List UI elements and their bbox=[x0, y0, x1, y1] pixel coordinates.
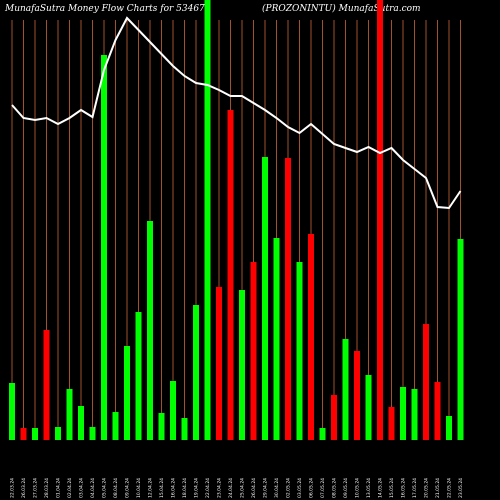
bar bbox=[181, 418, 188, 440]
x-tick-label: 14.05.24 bbox=[378, 478, 384, 498]
x-tick-label: 22.03.24 bbox=[10, 478, 16, 498]
x-tick-label: 02.05.24 bbox=[286, 478, 292, 498]
x-tick-label: 09.05.24 bbox=[343, 478, 349, 498]
x-tick-label: 30.04.24 bbox=[274, 478, 280, 498]
x-tick-label: 22.04.24 bbox=[205, 478, 211, 498]
bar bbox=[43, 330, 50, 440]
bar bbox=[101, 55, 107, 440]
chart-title: MunafaSutra Money Flow Charts for 534675 bbox=[4, 4, 211, 14]
x-tick-label: 22.05.24 bbox=[447, 478, 453, 498]
x-tick-label: 18.04.24 bbox=[182, 478, 188, 498]
bar bbox=[193, 305, 199, 440]
x-tick-label: 26.04.24 bbox=[251, 478, 257, 498]
x-tick-label: 28.03.24 bbox=[44, 478, 50, 498]
x-tick-label: 23.05.24 bbox=[458, 478, 464, 498]
bar bbox=[400, 387, 406, 440]
bar bbox=[55, 427, 61, 440]
bar bbox=[354, 351, 360, 440]
bar bbox=[89, 427, 96, 440]
bar bbox=[388, 407, 395, 440]
bar bbox=[66, 389, 73, 440]
bar bbox=[423, 324, 429, 440]
bar bbox=[9, 383, 15, 440]
bar bbox=[124, 346, 130, 440]
bar bbox=[296, 262, 303, 440]
x-tick-label: 12.04.24 bbox=[148, 478, 154, 498]
bar bbox=[457, 239, 464, 440]
x-tick-label: 03.05.24 bbox=[297, 478, 303, 498]
trend-line bbox=[11, 16, 462, 210]
bar bbox=[411, 389, 418, 440]
bar bbox=[227, 110, 234, 440]
bar bbox=[342, 339, 349, 440]
x-tick-label: 02.04.24 bbox=[67, 478, 73, 498]
bar bbox=[377, 0, 383, 440]
bar bbox=[239, 290, 245, 440]
x-tick-label: 21.05.24 bbox=[435, 478, 441, 498]
x-tick-label: 15.05.24 bbox=[389, 478, 395, 498]
bar bbox=[319, 428, 326, 440]
x-tick-label: 20.05.24 bbox=[424, 478, 430, 498]
x-tick-label: 05.04.24 bbox=[102, 478, 108, 498]
bar bbox=[112, 412, 119, 440]
bar bbox=[365, 375, 372, 440]
bar bbox=[273, 238, 280, 440]
x-tick-label: 25.04.24 bbox=[240, 478, 246, 498]
x-tick-label: 23.04.24 bbox=[217, 478, 223, 498]
x-tick-label: 24.04.24 bbox=[228, 478, 234, 498]
bar bbox=[158, 413, 165, 440]
x-tick-label: 13.05.24 bbox=[366, 478, 372, 498]
bar bbox=[170, 381, 176, 440]
bar bbox=[32, 428, 38, 440]
x-tick-label: 03.04.24 bbox=[79, 478, 85, 498]
bar bbox=[308, 234, 314, 440]
x-tick-label: 07.05.24 bbox=[320, 478, 326, 498]
bar bbox=[20, 428, 27, 440]
bar bbox=[147, 221, 153, 440]
x-tick-label: 09.04.24 bbox=[125, 478, 131, 498]
bar bbox=[204, 0, 211, 440]
x-tick-label: 16.05.24 bbox=[401, 478, 407, 498]
bar bbox=[331, 395, 337, 440]
x-tick-label: 01.04.24 bbox=[56, 478, 62, 498]
bar bbox=[250, 262, 257, 440]
x-tick-label: 08.04.24 bbox=[113, 478, 119, 498]
x-tick-label: 10.05.24 bbox=[355, 478, 361, 498]
x-tick-label: 19.04.24 bbox=[194, 478, 200, 498]
bar bbox=[78, 406, 84, 440]
x-tick-label: 29.04.24 bbox=[263, 478, 269, 498]
x-tick-label: 15.04.24 bbox=[159, 478, 165, 498]
bar bbox=[262, 157, 268, 440]
x-tick-label: 10.04.24 bbox=[136, 478, 142, 498]
bar bbox=[135, 312, 142, 440]
x-tick-label: 26.03.24 bbox=[21, 478, 27, 498]
bar bbox=[285, 158, 291, 440]
x-tick-label: 04.04.24 bbox=[90, 478, 96, 498]
chart-subtitle: (PROZONINTU) MunafaSutra.com bbox=[262, 3, 421, 14]
bar bbox=[434, 382, 441, 440]
x-tick-label: 27.03.24 bbox=[33, 478, 39, 498]
x-tick-label: 16.04.24 bbox=[171, 478, 177, 498]
bar bbox=[216, 287, 222, 440]
x-tick-label: 08.05.24 bbox=[332, 478, 338, 498]
bar bbox=[446, 416, 452, 440]
x-tick-label: 06.05.24 bbox=[309, 478, 315, 498]
x-tick-label: 17.05.24 bbox=[412, 478, 418, 498]
